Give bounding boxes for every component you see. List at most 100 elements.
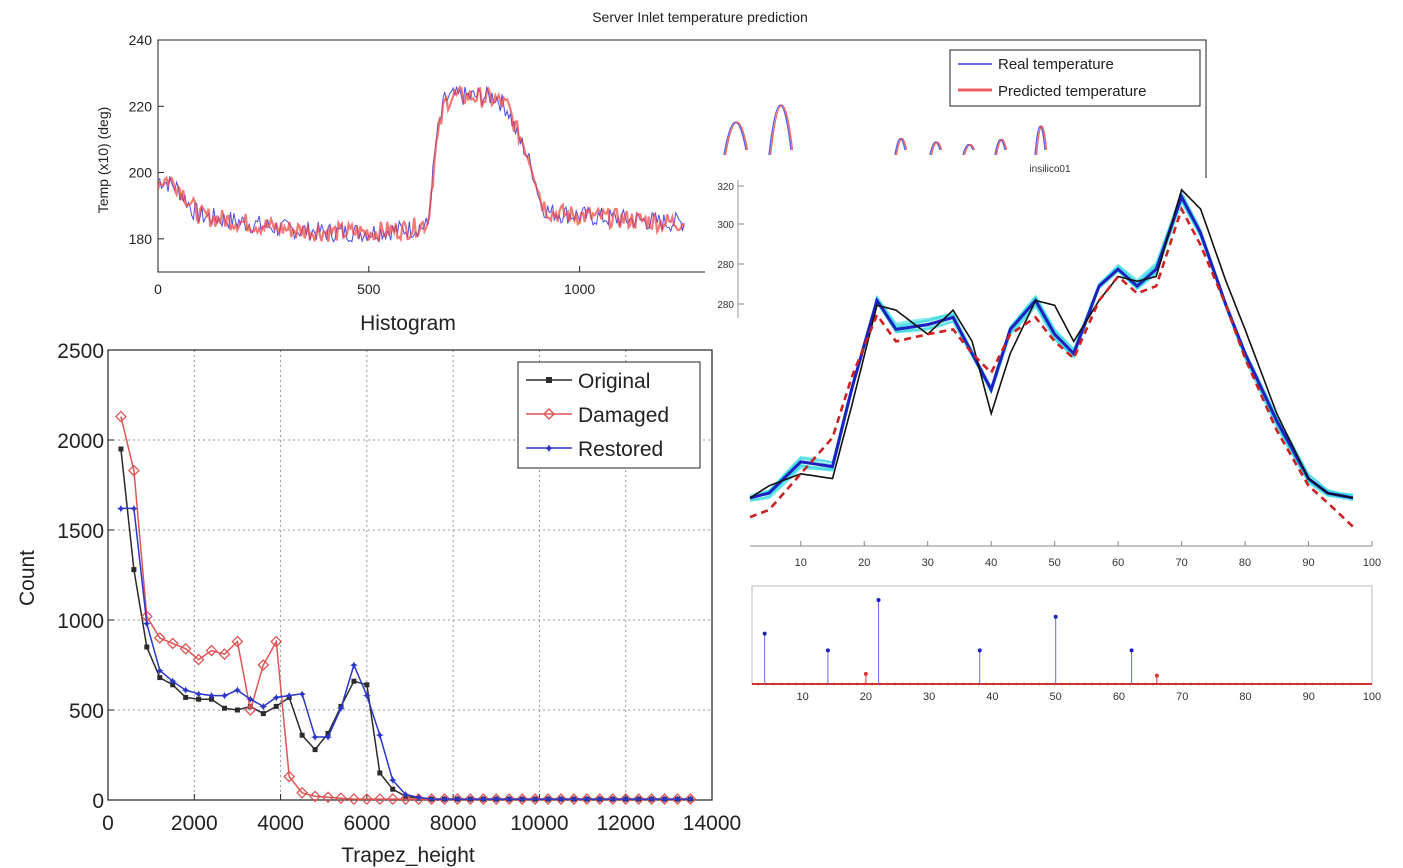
stem-zero-marker <box>1068 682 1071 686</box>
damaged-point <box>360 793 373 806</box>
stem-zero-marker <box>794 682 798 686</box>
stem-zero-marker <box>1159 682 1162 686</box>
stem-marker <box>876 598 881 602</box>
server-y-tick-label: 200 <box>129 165 153 181</box>
damaged-point <box>555 793 567 806</box>
insilico-peak <box>724 121 749 156</box>
stem-zero-marker <box>779 682 783 686</box>
original-point <box>260 711 266 717</box>
curves-x-ticks: 10 20 30 40 50 60 70 80 90 100 <box>795 541 1381 569</box>
restored-point: ✦ <box>336 702 346 716</box>
stem-zero-marker <box>992 682 995 686</box>
stem-zero-marker <box>924 682 927 686</box>
server-y-tick-label: 240 <box>129 32 153 48</box>
stem-zero-marker <box>1075 682 1079 686</box>
series-real-temperature <box>157 86 685 244</box>
stem-zero-marker <box>772 682 775 686</box>
stem-marker <box>1154 673 1159 678</box>
stem-zero-marker <box>1242 682 1246 686</box>
server-y-ticks: 180 200 220 240 <box>129 32 164 247</box>
histogram-x-tick-label: 4000 <box>257 812 304 835</box>
original-point <box>403 793 409 799</box>
restored-point: ✦ <box>621 793 631 807</box>
stem-zero-marker <box>1166 682 1170 686</box>
stem-zero-marker <box>855 682 859 686</box>
curve-blue-series <box>749 193 1354 500</box>
stem-zero-marker <box>1258 682 1261 686</box>
stem-zero-marker <box>878 682 882 686</box>
stem-zero-marker <box>1030 682 1033 686</box>
insilico-peak <box>929 141 941 156</box>
damaged-point <box>270 635 283 648</box>
stem-x-tick-label: 50 <box>1050 691 1062 703</box>
curves-plot-bg <box>705 178 1385 558</box>
restored-point: ✦ <box>142 617 152 631</box>
stem-zero-marker <box>817 682 821 686</box>
damaged-point <box>166 637 179 650</box>
restored-point: ✦ <box>323 731 333 745</box>
original-point <box>351 678 357 684</box>
insilico-peak <box>930 141 943 156</box>
curves-x-tick-label: 60 <box>1112 557 1124 569</box>
damaged-point <box>632 793 645 806</box>
insilico-peak <box>963 143 976 156</box>
insilico-peak <box>769 104 794 156</box>
histogram-y-tick-label: 1500 <box>57 520 104 543</box>
curves-x-tick-label: 100 <box>1363 557 1381 569</box>
restored-point: ✦ <box>155 664 165 678</box>
histogram-x-tick-label: 10000 <box>510 812 568 835</box>
server-plot-frame <box>157 39 1207 273</box>
insilico-peak <box>962 143 974 156</box>
damaged-point <box>451 793 464 806</box>
curves-series <box>749 188 1354 528</box>
original-point <box>170 682 176 688</box>
restored-point: ✦ <box>271 691 281 705</box>
restored-point: ✦ <box>258 700 268 714</box>
restored-point: ✦ <box>647 793 657 807</box>
restored-point: ✦ <box>388 774 398 788</box>
histogram-x-tick-label: 2000 <box>171 812 218 835</box>
stem-zero-marker <box>802 682 806 686</box>
insilico-peak <box>995 139 1008 156</box>
stem-zero-marker <box>1349 682 1352 686</box>
restored-point: ✦ <box>401 788 411 802</box>
damaged-point <box>542 793 554 806</box>
server-x-ticks: 0 500 1000 <box>154 266 595 297</box>
histogram-y-tick-label: 1000 <box>57 610 104 633</box>
damaged-point <box>322 791 334 804</box>
stem-marker <box>825 648 830 653</box>
stem-x-tick-label: 60 <box>1113 691 1125 703</box>
stem-zero-marker <box>1083 682 1087 686</box>
histogram-x-ticks: 0 2000 4000 6000 8000 10000 12000 14000 <box>102 794 741 835</box>
stem-zero-marker <box>1311 682 1314 686</box>
stem-zero-marker <box>1060 682 1064 686</box>
server-temp-chart: Server Inlet temperature prediction Temp… <box>95 9 1207 297</box>
server-y-tick-label: 220 <box>129 98 153 114</box>
stem-marker <box>977 648 982 653</box>
damaged-point <box>257 659 270 671</box>
original-point <box>131 567 137 573</box>
stem-zero-marker <box>1113 682 1117 686</box>
stem-x-tick-label: 100 <box>1363 691 1381 703</box>
restored-point: ✦ <box>582 793 592 807</box>
damaged-point <box>516 793 529 806</box>
stem-zero-marker <box>1121 682 1125 686</box>
curve-black-series <box>749 188 1354 499</box>
stem-zero-marker <box>916 682 920 686</box>
stem-zero-marker <box>939 682 942 686</box>
restored-point: ✦ <box>530 793 540 807</box>
histogram-legend: Original Damaged ✦ Restored <box>517 361 701 469</box>
restored-point: ✦ <box>672 793 682 807</box>
restored-point: ✦ <box>569 793 579 807</box>
legend-pred-label: Predicted temperature <box>998 83 1146 100</box>
server-x-tick-label: 500 <box>357 281 381 297</box>
histogram-x-tick-label: 6000 <box>343 812 390 835</box>
curves-y-ticks: 320 300 280 280 <box>717 182 744 311</box>
restored-point: ✦ <box>634 793 644 807</box>
damaged-point <box>619 793 632 806</box>
damaged-point <box>606 793 619 806</box>
stem-zero-marker <box>870 682 874 686</box>
curves-x-tick-label: 90 <box>1302 557 1314 569</box>
damaged-point <box>658 793 671 806</box>
